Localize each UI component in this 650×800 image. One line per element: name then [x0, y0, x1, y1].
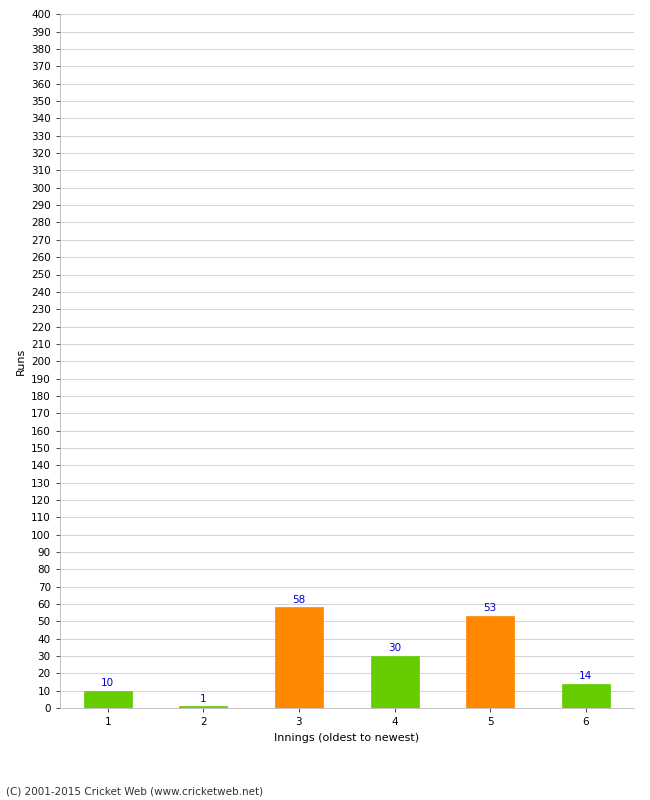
Bar: [179, 706, 227, 708]
Bar: [275, 607, 323, 708]
Text: 30: 30: [388, 643, 401, 654]
Bar: [370, 656, 419, 708]
Bar: [466, 616, 514, 708]
X-axis label: Innings (oldest to newest): Innings (oldest to newest): [274, 733, 419, 742]
Text: 1: 1: [200, 694, 207, 704]
Text: 58: 58: [292, 595, 306, 605]
Text: 53: 53: [484, 603, 497, 614]
Bar: [562, 684, 610, 708]
Text: 10: 10: [101, 678, 114, 688]
Text: 14: 14: [579, 671, 593, 681]
Y-axis label: Runs: Runs: [16, 347, 25, 375]
Bar: [84, 690, 131, 708]
Text: (C) 2001-2015 Cricket Web (www.cricketweb.net): (C) 2001-2015 Cricket Web (www.cricketwe…: [6, 786, 264, 796]
